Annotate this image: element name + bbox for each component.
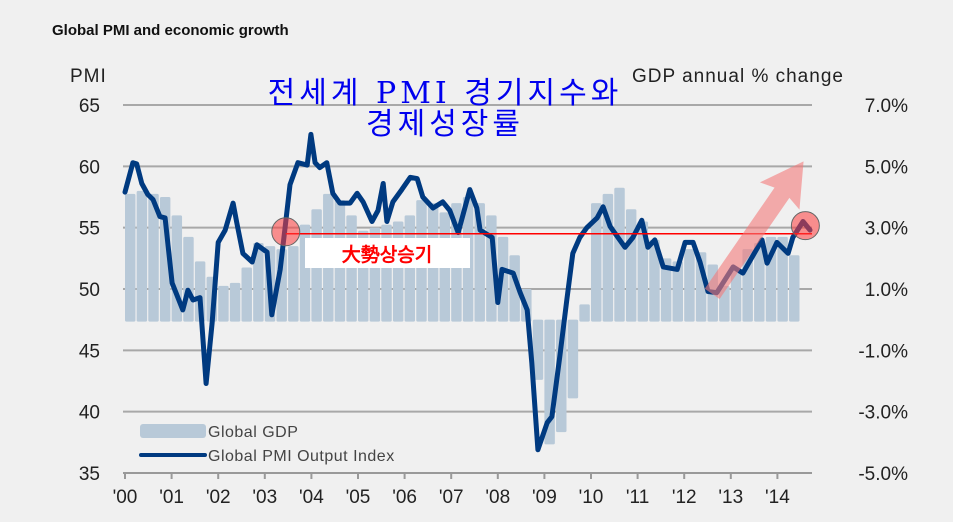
left-tick-label: 45 <box>79 341 100 362</box>
gdp-bar <box>649 239 660 322</box>
gdp-bar <box>218 285 229 322</box>
gdp-bar <box>754 243 765 322</box>
pmi-line <box>122 131 813 453</box>
gdp-bar <box>253 243 264 322</box>
legend-swatch-gdp <box>140 424 206 438</box>
chart-title: Global PMI and economic growth <box>52 22 289 39</box>
gdp-bar <box>229 282 241 322</box>
left-tick-label: 50 <box>79 280 100 301</box>
gdp-bar <box>789 255 800 322</box>
x-tick-label: '00 <box>113 487 138 508</box>
trend-arrow <box>704 161 804 300</box>
left-tick-label: 60 <box>79 157 100 178</box>
x-tick-label: '09 <box>532 487 557 508</box>
left-axis-label: PMI <box>70 66 107 87</box>
gdp-bar <box>532 319 544 380</box>
gdp-bar <box>579 304 590 322</box>
x-tick-label: '12 <box>672 487 697 508</box>
trend-arrow-shape <box>704 161 804 300</box>
gdp-bar <box>125 193 136 322</box>
callout-box <box>305 238 470 268</box>
right-tick-label: 3.0% <box>865 219 908 240</box>
x-tick-label: '03 <box>252 487 277 508</box>
korean-title-line1: 전세계 PMI 경기지수와 <box>268 76 623 111</box>
gdp-bar <box>346 215 357 322</box>
right-tick-label: 5.0% <box>865 157 908 178</box>
gdp-bar <box>136 190 148 322</box>
x-tick-label: '14 <box>765 487 790 508</box>
gdp-bar <box>660 258 672 322</box>
gdp-bar <box>684 249 695 322</box>
gdp-bar <box>614 187 625 322</box>
x-tick-label: '02 <box>206 487 231 508</box>
highlight-marker <box>790 211 820 241</box>
gdp-bar <box>392 221 404 322</box>
x-tick-label: '06 <box>392 487 417 508</box>
right-tick-label: 1.0% <box>865 280 908 301</box>
korean-title-line2: 경제성장률 <box>366 107 524 142</box>
gdp-bar <box>241 267 252 322</box>
x-tick-label: '10 <box>579 487 604 508</box>
gdp-bar <box>730 270 742 322</box>
gdp-bar <box>404 215 416 322</box>
right-tick-label: -5.0% <box>858 464 908 485</box>
x-tick-label: '11 <box>626 487 649 508</box>
x-tick-label: '13 <box>718 487 743 508</box>
x-tick-label: '08 <box>485 487 510 508</box>
left-tick-label: 35 <box>79 464 100 485</box>
right-tick-label: -3.0% <box>858 403 908 424</box>
gdp-bar <box>591 203 602 322</box>
callout-text: 大勢상승기 <box>342 243 432 266</box>
left-tick-label: 40 <box>79 403 100 424</box>
x-tick-label: '07 <box>439 487 464 508</box>
x-tick-label: '04 <box>299 487 324 508</box>
gdp-bar <box>672 261 683 322</box>
right-axis-label: GDP annual % change <box>632 66 844 87</box>
x-tick-label: '01 <box>159 487 184 508</box>
gdp-bar <box>777 236 788 322</box>
legend-label-pmi: Global PMI Output Index <box>208 448 395 465</box>
left-tick-label: 65 <box>79 96 100 117</box>
right-tick-label: -1.0% <box>858 341 908 362</box>
gdp-bar <box>288 246 299 322</box>
left-tick-label: 55 <box>79 219 100 240</box>
legend-label-gdp: Global GDP <box>208 424 298 441</box>
gdp-bar <box>625 209 637 322</box>
right-tick-label: 7.0% <box>865 96 908 117</box>
highlight-marker <box>271 217 301 247</box>
gdp-bar <box>148 193 159 322</box>
x-tick-label: '05 <box>346 487 371 508</box>
gdp-bar <box>567 319 579 399</box>
